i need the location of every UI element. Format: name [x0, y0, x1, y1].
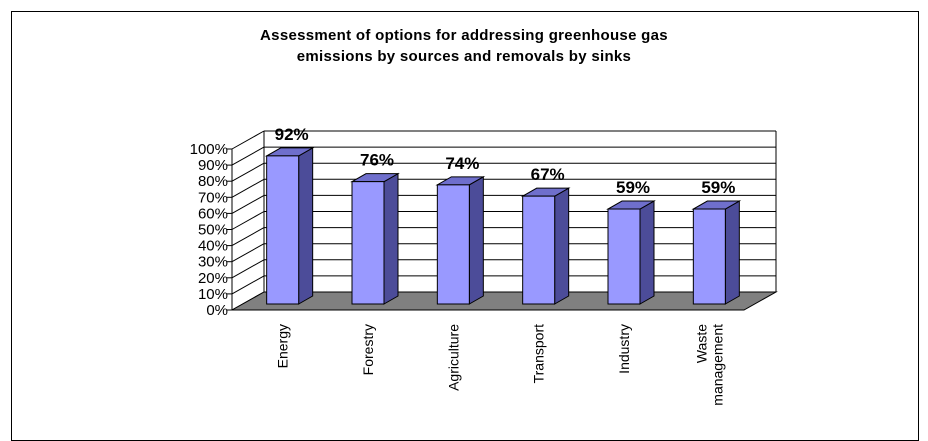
bars — [264, 147, 742, 305]
data-label: 67% — [531, 165, 565, 184]
bar-front — [607, 208, 641, 305]
data-label: 59% — [616, 178, 650, 197]
wall-gridline — [231, 162, 265, 182]
y-tick-label: 10% — [198, 286, 228, 303]
y-tick-label: 100% — [190, 141, 228, 158]
data-label: 92% — [275, 125, 309, 144]
chart-title-line-1: Assessment of options for addressing gre… — [260, 27, 668, 44]
y-tick-label: 20% — [198, 270, 228, 287]
y-tick-label: 50% — [198, 222, 228, 239]
bar-5 — [606, 200, 656, 305]
wall-gridline — [231, 227, 265, 247]
bar-front — [522, 195, 556, 305]
wall-gridline — [231, 130, 265, 150]
category-label: Waste — [693, 324, 709, 363]
wall-gridline — [231, 275, 265, 295]
category-label: Forestry — [360, 324, 376, 375]
wall-gridline — [231, 178, 265, 198]
bar-side — [383, 172, 399, 305]
chart-title: Assessment of options for addressing gre… — [0, 25, 928, 67]
data-label: 59% — [701, 178, 735, 197]
bar-4 — [520, 187, 571, 305]
bar-1 — [264, 147, 315, 305]
category-label: Agriculture — [445, 324, 461, 391]
wall-gridline — [231, 243, 265, 263]
bar-3 — [435, 175, 486, 305]
bar-side — [298, 147, 314, 305]
data-label: 74% — [445, 154, 479, 173]
bar-side — [724, 200, 740, 305]
bar-side — [468, 175, 484, 305]
category-label: Transport — [531, 324, 547, 384]
bar-front — [692, 208, 726, 305]
y-tick-label: 40% — [198, 238, 228, 255]
bar-front — [351, 181, 385, 305]
data-labels: 92% 76% 74% 67% 59% 59% — [275, 125, 736, 197]
y-tick-label: 0% — [206, 302, 228, 319]
axes: 0%10%20%30%40%50%60%70%80%90%100% — [190, 141, 233, 319]
y-tick-label: 30% — [198, 254, 228, 271]
category-label: management — [709, 324, 725, 406]
bar-side — [554, 187, 570, 305]
y-tick-label: 90% — [198, 157, 228, 174]
bar-2 — [350, 172, 400, 305]
bar-front — [266, 155, 300, 305]
gridlines — [231, 130, 777, 311]
category-labels: Energy Forestry Agriculture Transport Indust… — [275, 324, 726, 406]
category-label: Energy — [275, 324, 291, 368]
bar-6 — [691, 200, 742, 305]
y-tick-label: 80% — [198, 173, 228, 190]
wall-gridline — [231, 259, 265, 279]
bar-front — [436, 184, 470, 305]
wall-gridline — [231, 211, 265, 230]
data-label: 76% — [360, 151, 394, 170]
category-label: Industry — [616, 324, 632, 374]
chart-title-line-2: emissions by sources and removals by sin… — [296, 48, 632, 65]
y-tick-label: 70% — [198, 189, 228, 206]
wall-gridline — [231, 146, 265, 166]
bar-side — [639, 200, 655, 305]
y-tick-label: 60% — [198, 205, 228, 222]
wall-gridline — [231, 194, 265, 214]
